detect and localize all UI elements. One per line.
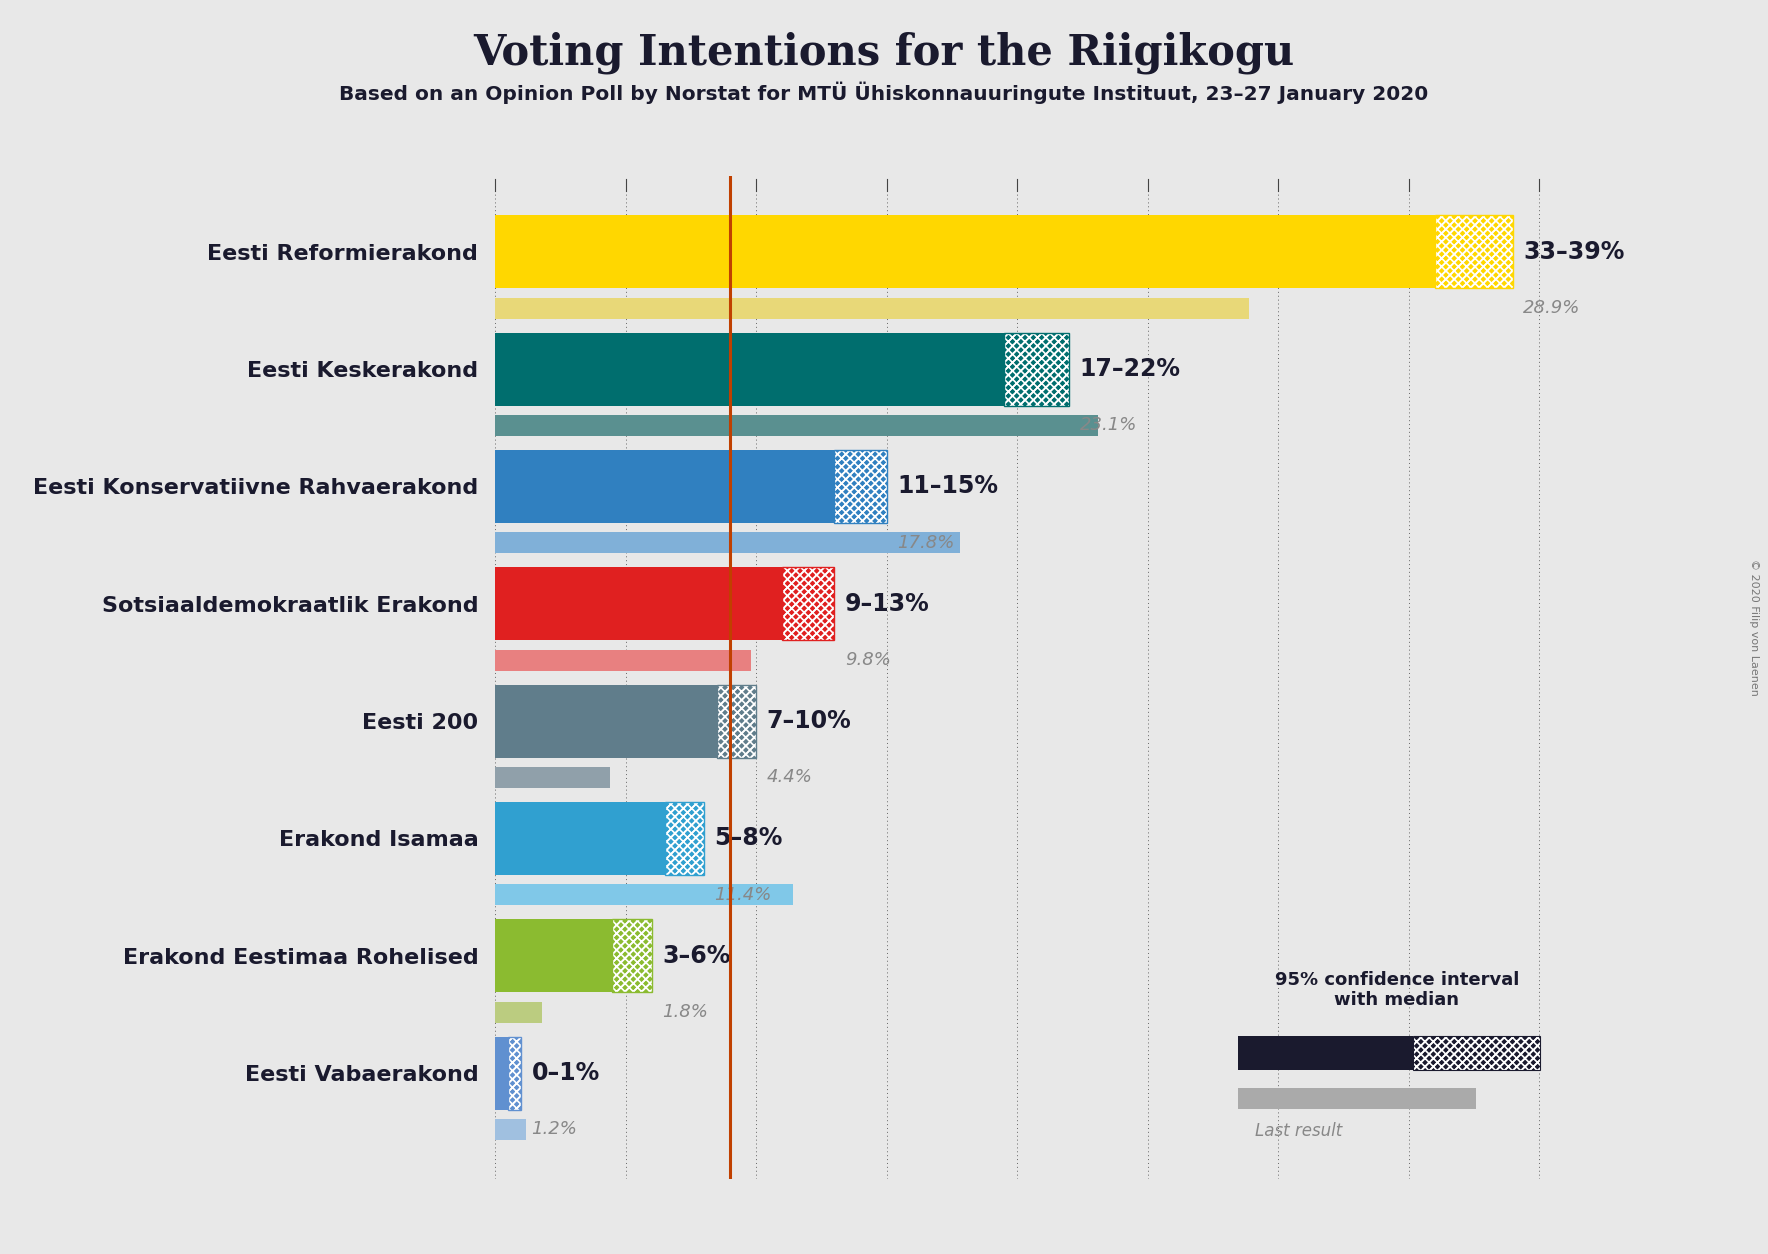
Bar (1413, 1036, 1540, 1071)
Bar (612, 919, 652, 992)
Bar (495, 650, 751, 671)
Bar (1004, 332, 1070, 405)
Bar (1413, 1036, 1540, 1071)
Bar (781, 568, 834, 641)
Bar (495, 1119, 527, 1140)
Bar (1434, 216, 1513, 288)
Bar (834, 450, 886, 523)
Text: Voting Intentions for the Riigikogu: Voting Intentions for the Riigikogu (474, 31, 1294, 74)
Text: 23.1%: 23.1% (1080, 416, 1137, 434)
Bar (1413, 1036, 1540, 1071)
Text: 7–10%: 7–10% (767, 710, 850, 734)
Bar (665, 803, 704, 875)
Text: 33–39%: 33–39% (1524, 240, 1625, 263)
Bar (834, 450, 886, 523)
Text: 9.8%: 9.8% (845, 651, 891, 670)
Bar (781, 568, 834, 641)
Bar (507, 1037, 522, 1110)
Text: 95% confidence interval
with median: 95% confidence interval with median (1275, 971, 1519, 1009)
Bar (507, 1037, 522, 1110)
Bar (495, 450, 834, 523)
Text: 28.9%: 28.9% (1524, 300, 1581, 317)
Bar (1434, 216, 1513, 288)
Bar (1004, 332, 1070, 405)
Bar (1004, 332, 1070, 405)
Bar (716, 685, 757, 757)
Text: 17–22%: 17–22% (1080, 357, 1181, 381)
Bar (781, 568, 834, 641)
Bar (781, 568, 834, 641)
Text: 9–13%: 9–13% (845, 592, 930, 616)
Bar (507, 1037, 522, 1110)
Bar (495, 415, 1098, 436)
Bar (834, 450, 886, 523)
Text: © 2020 Filip von Laenen: © 2020 Filip von Laenen (1749, 558, 1759, 696)
Text: 0–1%: 0–1% (532, 1061, 599, 1085)
Bar (665, 803, 704, 875)
Bar (1238, 1088, 1476, 1109)
Bar (495, 216, 1434, 288)
Bar (716, 685, 757, 757)
Bar (495, 685, 716, 757)
Bar (1413, 1036, 1540, 1071)
Bar (612, 919, 652, 992)
Bar (1434, 216, 1513, 288)
Bar (834, 450, 886, 523)
Bar (495, 568, 781, 641)
Text: 17.8%: 17.8% (896, 534, 955, 552)
Bar (665, 803, 704, 875)
Text: 4.4%: 4.4% (767, 769, 812, 786)
Text: 11.4%: 11.4% (714, 885, 771, 904)
Bar (507, 1037, 522, 1110)
Text: 1.2%: 1.2% (532, 1121, 578, 1139)
Bar (495, 767, 610, 788)
Bar (612, 919, 652, 992)
Text: Based on an Opinion Poll by Norstat for MTÜ Ühiskonnauuringute Instituut, 23–27 : Based on an Opinion Poll by Norstat for … (339, 82, 1429, 104)
Bar (495, 803, 665, 875)
Bar (1004, 332, 1070, 405)
Bar (495, 1002, 543, 1023)
Bar (495, 532, 960, 553)
Text: 1.8%: 1.8% (661, 1003, 707, 1021)
Bar (612, 919, 652, 992)
Bar (716, 685, 757, 757)
Text: Last result: Last result (1255, 1122, 1342, 1140)
Bar (716, 685, 757, 757)
Bar (495, 884, 792, 905)
Text: 5–8%: 5–8% (714, 826, 783, 850)
Bar (495, 332, 1004, 405)
Bar (495, 919, 612, 992)
Text: 11–15%: 11–15% (896, 474, 997, 499)
Text: 3–6%: 3–6% (661, 944, 730, 968)
Bar (495, 297, 1250, 319)
Bar (495, 1037, 507, 1110)
Bar (1238, 1036, 1413, 1071)
Bar (1434, 216, 1513, 288)
Bar (665, 803, 704, 875)
